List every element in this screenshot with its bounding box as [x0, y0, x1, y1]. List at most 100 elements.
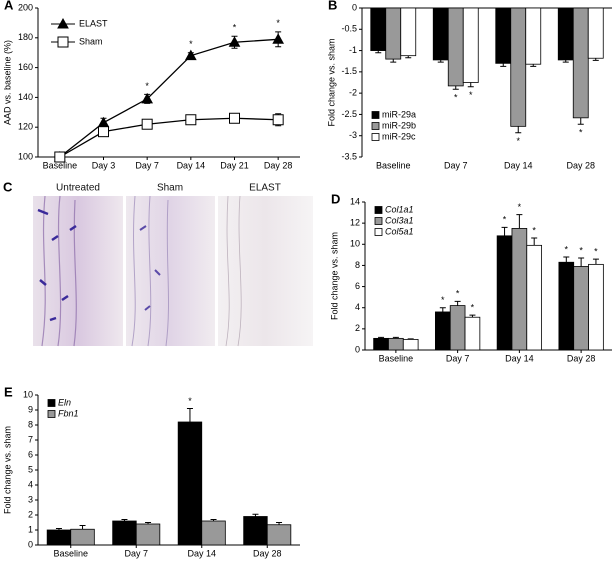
bar: [464, 316, 481, 351]
marker: [228, 36, 241, 47]
bar: [447, 7, 464, 87]
significance: *: [145, 81, 149, 91]
bar: [558, 261, 575, 351]
y-tick-label: 8: [28, 419, 33, 429]
bar: [588, 263, 604, 351]
legend-label: miR-29b: [382, 120, 416, 130]
marker: [141, 118, 153, 130]
panel-label: B: [328, 0, 337, 12]
error-bar: [578, 257, 585, 267]
bar: [573, 266, 589, 351]
bar: [385, 7, 402, 60]
marker: [272, 114, 284, 126]
y-tick-label: 10: [23, 389, 33, 399]
y-tick-label: 2: [28, 509, 33, 519]
panel-label: A: [4, 0, 14, 12]
bar: [46, 529, 72, 546]
bar: [449, 305, 466, 351]
y-tick-label: 4: [28, 479, 33, 489]
error-bar: [501, 226, 508, 236]
legend-marker: [57, 17, 69, 29]
bar: [400, 7, 417, 57]
marker: [184, 49, 197, 61]
y-tick-label: 160: [18, 62, 33, 72]
y-tick-label: -1.5: [341, 66, 357, 76]
legend-swatch: [371, 111, 380, 119]
bar: [388, 337, 404, 351]
histology-images: [33, 195, 313, 347]
bar: [557, 7, 574, 61]
marker: [141, 92, 154, 104]
y-tick-label: 2: [355, 323, 360, 333]
bar: [112, 520, 137, 546]
bar: [572, 7, 589, 119]
error-bar: [186, 408, 193, 422]
bar: [511, 228, 528, 351]
y-tick-label: 14: [350, 196, 360, 206]
significance: *: [454, 93, 458, 103]
x-tick-label: Day 14: [177, 160, 206, 170]
y-tick-label: 200: [18, 2, 33, 12]
significance: *: [579, 128, 583, 138]
error-bar: [515, 126, 522, 134]
y-axis-label: Fold change vs. sham: [326, 38, 336, 126]
error-bar: [531, 237, 538, 246]
y-tick-label: 9: [28, 404, 33, 414]
y-tick-label: 5: [28, 464, 33, 474]
legend-label: miR-29a: [382, 109, 416, 119]
y-tick-label: 6: [355, 281, 360, 291]
legend-swatch: [371, 133, 380, 141]
bar: [70, 528, 95, 546]
x-tick-label: Day 3: [92, 160, 116, 170]
bar: [177, 421, 203, 546]
y-tick-label: 7: [28, 434, 33, 444]
y-tick-label: 8: [355, 260, 360, 270]
marker: [229, 112, 240, 124]
y-tick-label: 1: [28, 524, 33, 534]
image-sham: [126, 196, 215, 346]
legend-swatch: [47, 410, 56, 418]
panel-label: C: [3, 179, 13, 194]
panel-label: D: [331, 191, 340, 206]
legend-swatch: [47, 399, 56, 407]
x-tick-label: Baseline: [53, 548, 88, 558]
marker: [54, 151, 66, 163]
legend-label: Sham: [79, 36, 103, 46]
significance: *: [276, 18, 280, 28]
image-untreated: [33, 196, 123, 346]
legend-swatch: [374, 217, 383, 225]
x-tick-label: Day 28: [253, 548, 282, 558]
bar: [370, 7, 387, 51]
error-bar: [592, 258, 599, 265]
y-tick-label: 3: [28, 494, 33, 504]
significance: *: [565, 244, 569, 254]
y-tick-label: 0: [28, 539, 33, 549]
error-bar: [454, 300, 461, 306]
significance: *: [456, 289, 460, 299]
x-tick-label: Day 14: [187, 548, 216, 558]
y-tick-label: 180: [18, 32, 33, 42]
bar: [526, 244, 543, 351]
error-bar: [79, 525, 86, 530]
marker: [185, 114, 197, 126]
error-bar: [563, 256, 570, 263]
legend-label: ELAST: [79, 18, 108, 28]
significance: *: [594, 246, 598, 256]
legend-swatch: [374, 228, 383, 236]
image-caption: ELAST: [249, 183, 281, 194]
x-tick-label: Day 14: [504, 160, 533, 170]
significance: *: [503, 215, 507, 225]
x-tick-label: Day 14: [505, 353, 534, 363]
tissue: [41, 195, 77, 347]
bar: [496, 235, 513, 351]
stain: [37, 208, 77, 322]
x-tick-label: Day 28: [264, 160, 293, 170]
bar: [434, 311, 451, 351]
y-axis-label: Fold change vs. sham: [329, 232, 339, 320]
error-bar: [467, 82, 474, 88]
significance: *: [188, 396, 192, 406]
x-tick-label: Day 28: [567, 353, 596, 363]
legend-marker: [57, 36, 69, 48]
bar: [266, 524, 292, 546]
error-bar: [390, 59, 397, 63]
